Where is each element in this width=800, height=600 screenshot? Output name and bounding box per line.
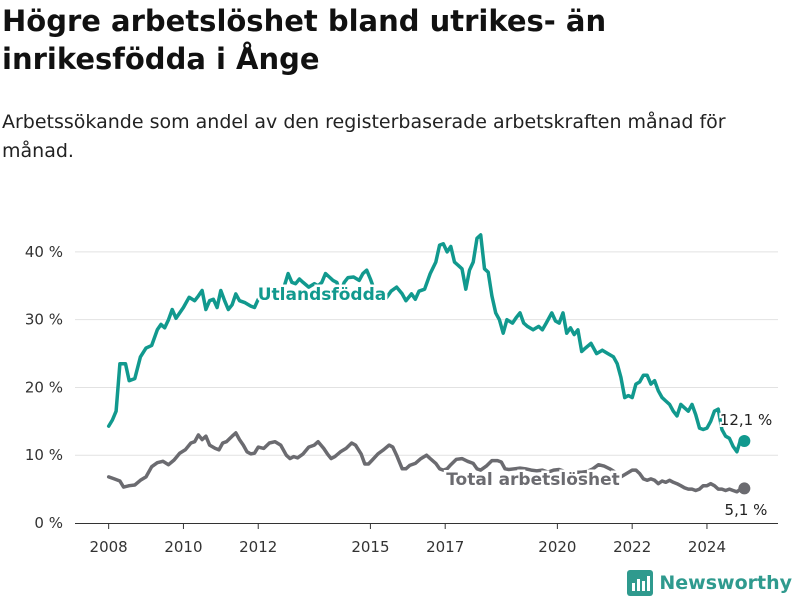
x-tick-label: 2010 xyxy=(164,538,202,556)
x-tick-label: 2024 xyxy=(688,538,726,556)
x-tick-label: 2012 xyxy=(239,538,277,556)
x-tick-label: 2022 xyxy=(613,538,651,556)
x-tick-label: 2008 xyxy=(90,538,128,556)
y-tick-label: 20 % xyxy=(25,378,63,396)
x-tick-label: 2020 xyxy=(538,538,576,556)
end-label-total: 5,1 % xyxy=(725,501,768,519)
y-tick-label: 10 % xyxy=(25,446,63,464)
x-tick-label: 2017 xyxy=(426,538,464,556)
series-line-total xyxy=(106,431,747,494)
end-point-utlandsfodda xyxy=(738,434,751,447)
chart-subtitle: Arbetssökande som andel av den registerb… xyxy=(2,111,726,162)
y-tick-label: 0 % xyxy=(34,514,63,532)
x-tick-label: 2015 xyxy=(351,538,389,556)
series-line-utlandsfodda xyxy=(106,233,747,454)
chart-title: Högre arbetslöshet bland utrikes- än inr… xyxy=(2,4,607,76)
series-label-utlandsfodda: Utlandsfödda xyxy=(258,285,387,305)
brand-logo: Newsworthy xyxy=(627,568,792,598)
end-label-utlandsfodda: 12,1 % xyxy=(720,411,772,429)
brand-name: Newsworthy xyxy=(659,572,792,594)
end-point-total xyxy=(738,482,751,495)
y-tick-label: 30 % xyxy=(25,311,63,329)
newsworthy-logo-icon xyxy=(627,570,654,596)
y-tick-label: 40 % xyxy=(25,243,63,261)
series-label-total: Total arbetslöshet xyxy=(446,470,620,490)
